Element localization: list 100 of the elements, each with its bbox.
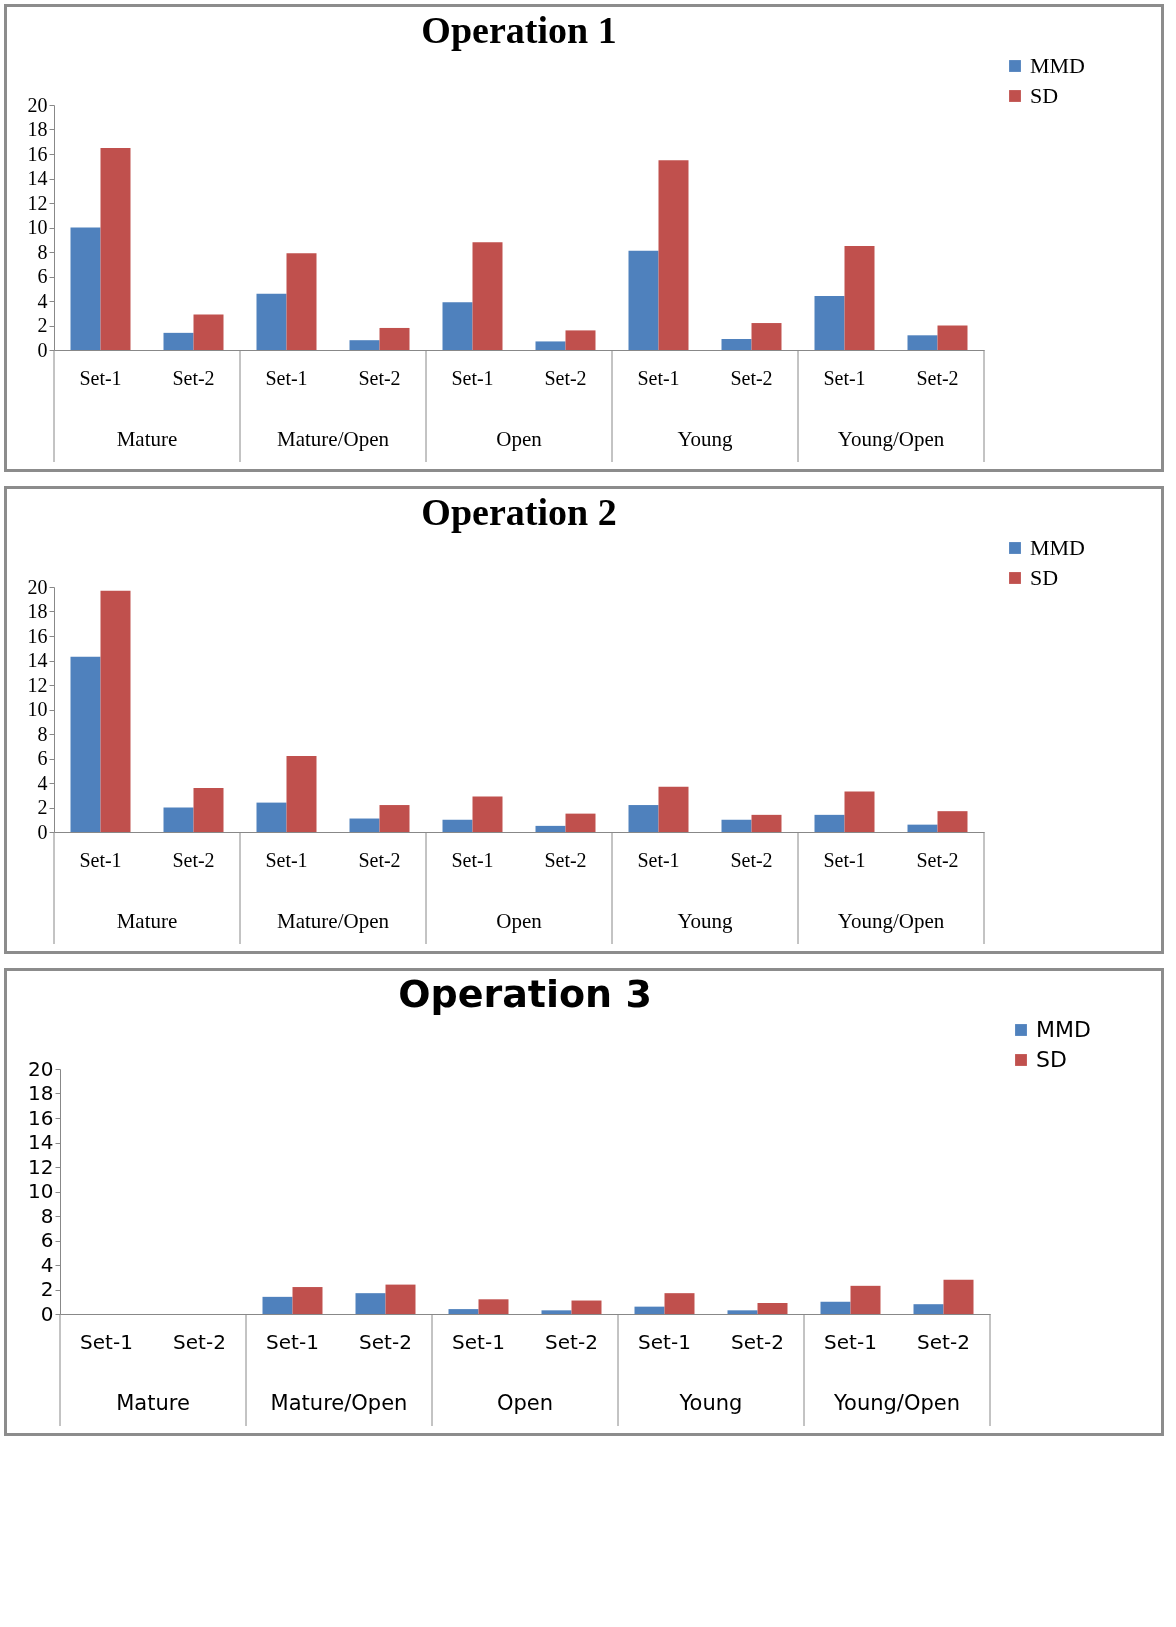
y-tick-label: 6 bbox=[40, 1228, 54, 1252]
bar bbox=[937, 811, 968, 832]
y-tick-label: 6 bbox=[37, 265, 48, 287]
chart-title: Operation 3 bbox=[398, 972, 652, 1016]
text: Mature bbox=[116, 1391, 190, 1415]
x-tick-label: Set-2 bbox=[731, 1329, 784, 1354]
bar bbox=[355, 1293, 386, 1314]
x-tick-label: Set-1 bbox=[452, 1329, 505, 1354]
bar bbox=[913, 1304, 944, 1314]
text: Young/Open bbox=[837, 427, 945, 451]
y-tick-label: 16 bbox=[28, 1105, 54, 1130]
x-tick-label: Set-2 bbox=[358, 366, 401, 389]
text: Mature bbox=[116, 909, 178, 933]
text: Young/Open bbox=[833, 1391, 960, 1415]
text: Young bbox=[678, 1391, 743, 1415]
y-tick-label: 20 bbox=[27, 93, 48, 116]
text: Open bbox=[496, 1391, 554, 1415]
y-tick-label: 12 bbox=[27, 673, 48, 696]
bar bbox=[379, 327, 410, 350]
x-tick-label: Set-1 bbox=[79, 848, 122, 871]
bar bbox=[193, 787, 224, 832]
x-tick-label: Set-2 bbox=[730, 848, 773, 871]
y-tick-label: 6 bbox=[37, 747, 48, 769]
y-tick-label: 4 bbox=[37, 289, 48, 312]
text: Mature bbox=[116, 427, 178, 451]
text: Young bbox=[677, 427, 734, 451]
y-tick-label: 12 bbox=[27, 191, 48, 214]
text: Mature/Open bbox=[270, 1391, 408, 1415]
bar bbox=[937, 325, 968, 350]
x-tick-label: Set-2 bbox=[545, 1329, 598, 1354]
y-tick-label: 4 bbox=[37, 771, 48, 794]
bar bbox=[163, 807, 194, 832]
bar bbox=[571, 1300, 602, 1314]
bar bbox=[442, 302, 473, 350]
x-tick-label: Set-2 bbox=[173, 1329, 226, 1354]
bar bbox=[751, 323, 782, 350]
x-tick-label: Set-1 bbox=[80, 1329, 133, 1354]
bar bbox=[628, 250, 659, 350]
bar bbox=[535, 341, 566, 350]
x-tick-label: Set-1 bbox=[79, 366, 122, 389]
bar bbox=[721, 338, 752, 350]
bar bbox=[907, 824, 938, 832]
x-tick-label: Set-2 bbox=[172, 366, 215, 389]
bar bbox=[943, 1279, 974, 1314]
text: Mature/Open bbox=[277, 427, 390, 451]
bar bbox=[349, 340, 380, 350]
bar bbox=[292, 1287, 323, 1314]
y-tick-label: 4 bbox=[40, 1252, 54, 1277]
bar bbox=[442, 819, 473, 832]
y-tick-label: 14 bbox=[27, 167, 48, 189]
bar bbox=[385, 1284, 416, 1314]
chart-title: Operation 2 bbox=[421, 491, 617, 533]
bar bbox=[751, 814, 782, 832]
y-tick-label: 2 bbox=[37, 314, 48, 336]
y-tick-label: 14 bbox=[27, 649, 48, 671]
bar bbox=[70, 656, 101, 832]
y-tick-label: 0 bbox=[40, 1301, 54, 1326]
bar bbox=[286, 253, 317, 350]
bar bbox=[286, 756, 317, 832]
bar bbox=[814, 296, 845, 350]
x-tick-label: Set-1 bbox=[824, 1329, 877, 1354]
bar bbox=[658, 786, 689, 832]
x-tick-label: Set-1 bbox=[451, 366, 494, 389]
bar bbox=[163, 332, 194, 350]
bar bbox=[565, 813, 596, 832]
bar bbox=[70, 227, 101, 350]
bar bbox=[634, 1306, 665, 1314]
bar bbox=[472, 242, 503, 350]
bar bbox=[658, 160, 689, 350]
bar bbox=[850, 1285, 881, 1314]
bar bbox=[727, 1310, 758, 1314]
bar bbox=[193, 314, 224, 350]
bar bbox=[844, 245, 875, 350]
bar bbox=[628, 805, 659, 832]
bar bbox=[535, 825, 566, 832]
x-tick-label: Set-2 bbox=[730, 366, 773, 389]
x-tick-label: Set-1 bbox=[265, 366, 308, 389]
legend-label: MMD bbox=[1030, 53, 1086, 78]
y-tick-label: 12 bbox=[28, 1154, 54, 1179]
chart-title: Operation 1 bbox=[421, 9, 617, 51]
x-tick-label: Set-1 bbox=[265, 848, 308, 871]
y-tick-label: 2 bbox=[40, 1277, 54, 1301]
x-tick-label: Set-1 bbox=[638, 1329, 691, 1354]
y-tick-label: 16 bbox=[27, 142, 48, 165]
y-tick-label: 18 bbox=[27, 600, 48, 622]
x-tick-label: Set-1 bbox=[451, 848, 494, 871]
bar bbox=[565, 330, 596, 350]
y-tick-label: 10 bbox=[27, 698, 48, 720]
legend-label: MMD bbox=[1030, 535, 1086, 560]
text: Mature/Open bbox=[277, 909, 390, 933]
y-tick-label: 8 bbox=[37, 240, 48, 263]
x-tick-label: Set-1 bbox=[637, 366, 680, 389]
bar bbox=[100, 147, 131, 350]
x-tick-label: Set-2 bbox=[172, 848, 215, 871]
bar bbox=[820, 1301, 851, 1314]
text: Young/Open bbox=[837, 909, 945, 933]
legend-label: SD bbox=[1036, 1047, 1067, 1072]
y-tick-label: 10 bbox=[27, 216, 48, 238]
y-tick-label: 20 bbox=[27, 575, 48, 598]
x-tick-label: Set-1 bbox=[266, 1329, 319, 1354]
